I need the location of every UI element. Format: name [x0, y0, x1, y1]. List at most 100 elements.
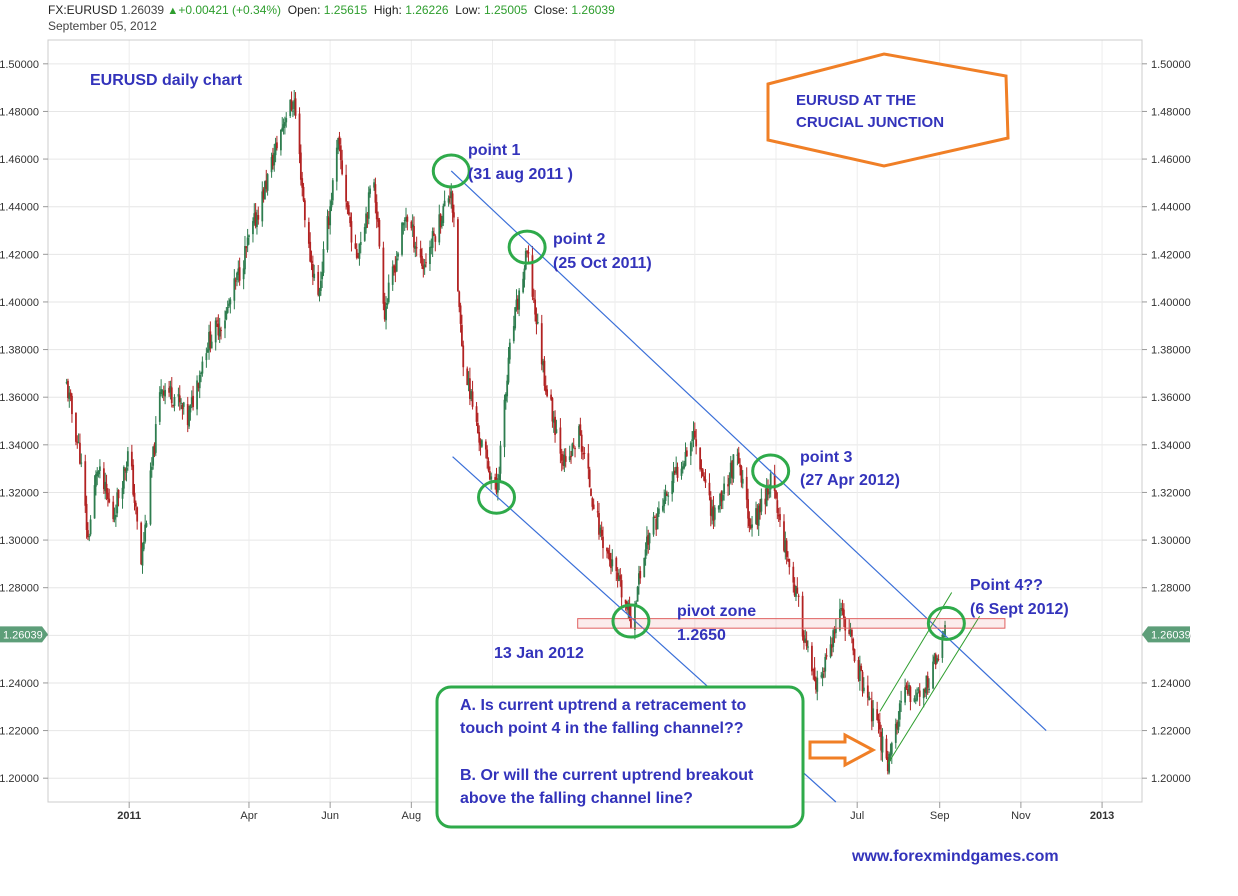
candle-up: [125, 467, 128, 473]
candle-down: [471, 391, 474, 407]
candle-down: [562, 461, 564, 466]
y-tick-label-left: 1.48000: [0, 106, 39, 118]
candle-up: [507, 357, 510, 383]
candle-up: [755, 508, 757, 524]
candle-up: [196, 380, 198, 410]
candle-down: [439, 214, 442, 228]
candle-up: [916, 692, 918, 701]
candle-down: [67, 380, 69, 399]
candle-down: [245, 246, 248, 249]
candle-down: [153, 444, 156, 455]
candle-down: [788, 558, 791, 568]
candle-down: [598, 513, 600, 535]
candle-down: [739, 464, 741, 468]
candle-up: [402, 222, 405, 226]
candle-up: [281, 127, 284, 131]
channel-upper-line: [450, 170, 1047, 731]
candle-down: [712, 506, 715, 521]
candle-up: [189, 404, 192, 413]
candle-up: [795, 585, 797, 597]
candle-down: [602, 536, 604, 549]
candle-up: [804, 638, 807, 642]
candle-down: [192, 395, 194, 408]
candle-down: [607, 550, 610, 554]
y-tick-label-right: 1.34000: [1151, 440, 1191, 452]
point2-date: (25 Oct 2011): [553, 255, 652, 272]
candle-up: [834, 628, 837, 633]
candle-up: [331, 180, 334, 201]
candle-down: [831, 644, 833, 648]
candle-down: [197, 382, 200, 388]
candle-up: [925, 675, 928, 694]
uptrend-lower-line: [887, 615, 981, 765]
candle-down: [937, 659, 940, 661]
candle-down: [531, 255, 534, 297]
pivot-zone-label: pivot zone: [677, 603, 756, 620]
candle-down: [410, 221, 413, 229]
candle-up: [80, 462, 83, 464]
candle-down: [272, 154, 274, 166]
candle-down: [934, 654, 937, 665]
candle-up: [768, 491, 771, 494]
candle-down: [764, 498, 767, 505]
candle-up: [514, 307, 517, 329]
candle-down: [815, 680, 817, 690]
candle-down: [630, 616, 632, 629]
candle-down: [234, 280, 237, 282]
candle-down: [178, 395, 181, 403]
candle-down: [608, 552, 611, 561]
candle-down: [699, 447, 702, 470]
candle-down: [787, 559, 789, 561]
candle-down: [639, 570, 642, 579]
candle-down: [701, 469, 704, 477]
candle-down: [124, 468, 127, 471]
candle-down: [303, 200, 306, 221]
candle-up: [359, 241, 362, 245]
candle-up: [717, 505, 720, 510]
candle-up: [644, 549, 647, 559]
candle-up: [711, 508, 714, 517]
price-change: +0.00421 (+0.34%): [178, 3, 282, 17]
candle-down: [731, 461, 733, 477]
candle-up: [784, 540, 787, 553]
candle-down: [382, 247, 385, 304]
candle-down: [102, 468, 105, 490]
candle-down: [812, 669, 815, 671]
candle-down: [466, 368, 469, 385]
candle-up: [237, 268, 240, 275]
candle-up: [555, 429, 558, 434]
candle-up: [152, 446, 155, 466]
candle-down: [486, 449, 489, 459]
candle-down: [559, 427, 562, 454]
candle-down: [449, 196, 451, 198]
candle-down: [425, 262, 427, 264]
website-link[interactable]: www.forexmindgames.com: [851, 848, 1059, 865]
uptrend-upper-line: [879, 592, 953, 712]
candle-up: [395, 258, 398, 272]
candle-down: [494, 477, 497, 481]
candle-up: [122, 466, 125, 489]
candle-down: [393, 265, 395, 269]
candle-up: [498, 474, 501, 481]
candle-down: [209, 331, 212, 349]
candle-down: [906, 688, 909, 694]
candle-down: [302, 186, 305, 201]
candle-up: [552, 418, 555, 423]
candle-up: [933, 656, 936, 662]
candle-up: [218, 328, 221, 337]
marker-circle: [611, 603, 651, 639]
candle-down: [294, 98, 297, 116]
candle-up: [904, 687, 906, 703]
candle-up: [751, 524, 753, 528]
candle-up: [365, 213, 367, 229]
candle-down: [773, 474, 776, 491]
candle-up: [285, 118, 288, 123]
candle-up: [872, 708, 875, 721]
candle-up: [881, 736, 884, 753]
candle-down: [905, 685, 908, 689]
y-tick-label-right: 1.30000: [1151, 535, 1191, 547]
candle-up: [942, 635, 945, 637]
candle-up: [890, 743, 893, 755]
candle-down: [532, 298, 535, 300]
